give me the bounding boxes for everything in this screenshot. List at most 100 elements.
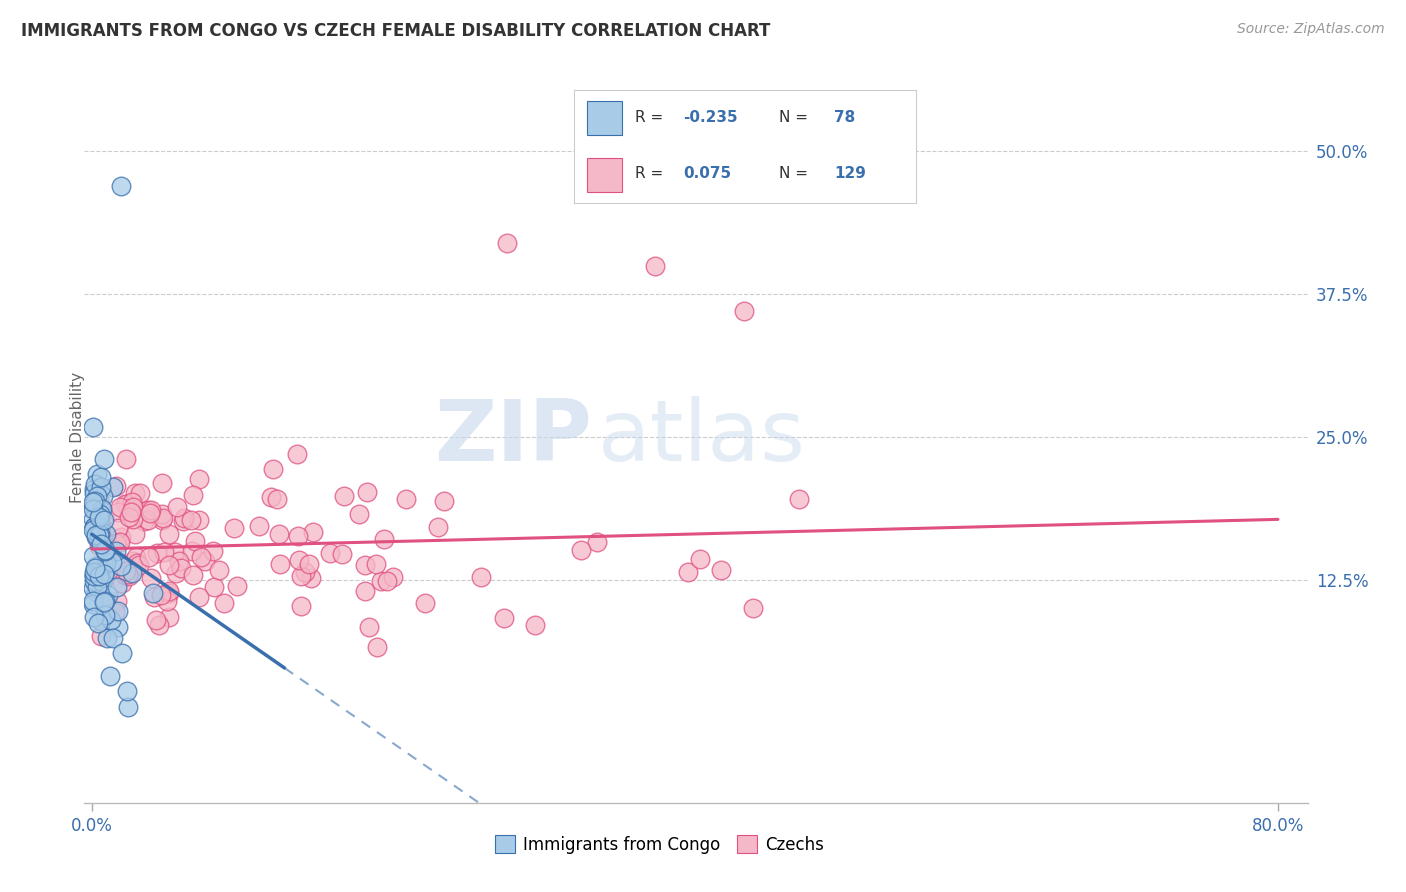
Point bbox=[105, 580, 128, 594]
Point bbox=[586, 534, 609, 549]
Point bbox=[84, 530, 107, 544]
Point bbox=[91, 575, 114, 590]
Point bbox=[93, 572, 115, 586]
Point bbox=[84, 559, 107, 574]
Point bbox=[148, 618, 170, 632]
Point bbox=[91, 489, 114, 503]
Point bbox=[96, 631, 118, 645]
Point bbox=[287, 529, 309, 543]
Point bbox=[121, 512, 143, 526]
Point bbox=[107, 505, 129, 519]
Point bbox=[173, 510, 195, 524]
Point bbox=[180, 513, 202, 527]
Point bbox=[181, 487, 204, 501]
Point bbox=[247, 519, 270, 533]
Point bbox=[523, 617, 546, 632]
Point bbox=[157, 583, 180, 598]
Point bbox=[89, 517, 111, 532]
Point bbox=[83, 568, 105, 582]
Point bbox=[89, 491, 111, 506]
Point bbox=[83, 567, 105, 582]
Point bbox=[93, 451, 115, 466]
Point bbox=[93, 566, 115, 581]
Point bbox=[122, 500, 145, 515]
Point bbox=[117, 567, 139, 582]
Point bbox=[101, 632, 124, 646]
Point bbox=[89, 527, 111, 541]
Point bbox=[139, 503, 162, 517]
Point bbox=[157, 610, 180, 624]
Point bbox=[347, 508, 370, 522]
Point bbox=[294, 565, 316, 579]
Point bbox=[165, 566, 187, 580]
Point bbox=[129, 486, 152, 500]
Point bbox=[167, 554, 190, 568]
Point bbox=[287, 447, 309, 461]
Point bbox=[170, 560, 193, 574]
Point bbox=[89, 514, 111, 528]
Point bbox=[290, 568, 312, 582]
Point bbox=[121, 566, 143, 580]
Point bbox=[356, 485, 378, 500]
Point bbox=[157, 586, 180, 600]
Point bbox=[318, 546, 340, 560]
Point bbox=[330, 548, 353, 562]
Point bbox=[83, 565, 105, 579]
Point bbox=[190, 550, 212, 565]
Point bbox=[114, 452, 136, 467]
Point bbox=[82, 549, 104, 563]
Point bbox=[150, 507, 173, 521]
Point bbox=[89, 567, 111, 582]
Point bbox=[125, 556, 148, 570]
Point bbox=[82, 420, 104, 434]
Point bbox=[110, 559, 132, 574]
Point bbox=[87, 509, 110, 524]
Point bbox=[86, 580, 108, 594]
Point bbox=[115, 564, 138, 578]
Point bbox=[107, 620, 129, 634]
Point bbox=[90, 537, 112, 551]
Point bbox=[114, 497, 136, 511]
Point bbox=[82, 581, 104, 595]
Point bbox=[89, 564, 111, 578]
Point bbox=[83, 610, 105, 624]
Point bbox=[143, 591, 166, 605]
Point bbox=[87, 568, 110, 582]
Point bbox=[132, 514, 155, 528]
Point bbox=[83, 520, 105, 534]
Point bbox=[181, 544, 204, 558]
Point bbox=[93, 513, 115, 527]
Point bbox=[86, 528, 108, 542]
Point bbox=[357, 620, 380, 634]
Point bbox=[710, 563, 733, 577]
Point bbox=[104, 606, 127, 620]
Point bbox=[125, 550, 148, 565]
Point bbox=[105, 536, 128, 550]
Point bbox=[105, 479, 128, 493]
Point bbox=[212, 596, 235, 610]
Point bbox=[90, 502, 112, 516]
Point bbox=[208, 563, 231, 577]
Point bbox=[354, 558, 377, 572]
Point bbox=[496, 235, 519, 250]
Point bbox=[82, 597, 104, 611]
Point bbox=[373, 532, 395, 546]
Point bbox=[91, 529, 114, 543]
Point bbox=[94, 594, 117, 608]
Point bbox=[150, 475, 173, 490]
Point bbox=[141, 571, 163, 585]
Point bbox=[118, 510, 141, 524]
Point bbox=[89, 528, 111, 542]
Point bbox=[787, 492, 810, 507]
Point bbox=[222, 521, 245, 535]
Point bbox=[298, 557, 321, 571]
Point bbox=[96, 551, 118, 566]
Point bbox=[115, 497, 138, 511]
Point bbox=[426, 520, 449, 534]
Point bbox=[101, 480, 124, 494]
Point bbox=[90, 480, 112, 494]
Point bbox=[433, 493, 456, 508]
Point bbox=[676, 565, 699, 579]
Text: IMMIGRANTS FROM CONGO VS CZECH FEMALE DISABILITY CORRELATION CHART: IMMIGRANTS FROM CONGO VS CZECH FEMALE DI… bbox=[21, 22, 770, 40]
Point bbox=[83, 519, 105, 533]
